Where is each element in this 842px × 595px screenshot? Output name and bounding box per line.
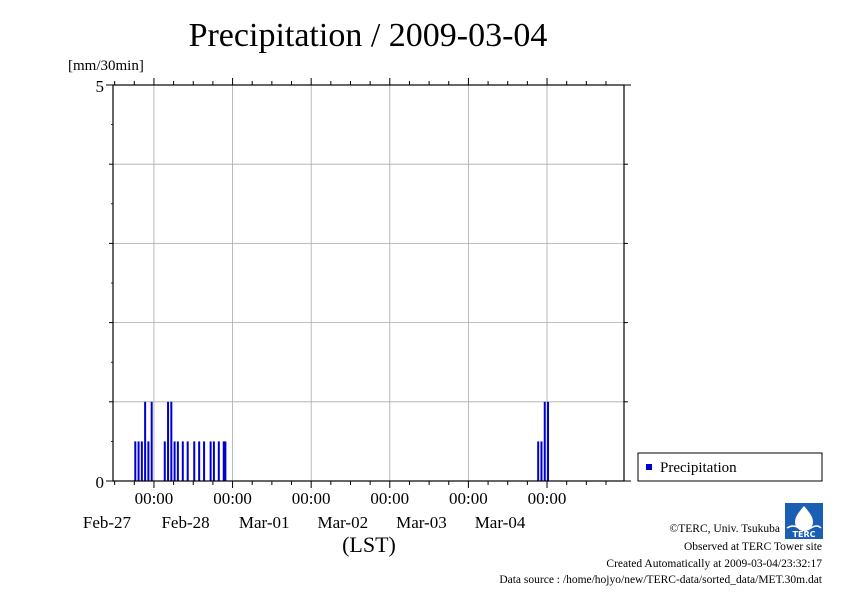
precipitation-bar bbox=[140, 441, 143, 481]
legend-label: Precipitation bbox=[660, 460, 737, 476]
precipitation-bar bbox=[224, 441, 227, 481]
precipitation-bar bbox=[203, 441, 206, 481]
x-tick-label-time: 00:00 bbox=[213, 489, 252, 508]
chart-title: Precipitation / 2009-03-04 bbox=[189, 17, 548, 54]
precipitation-bar bbox=[186, 441, 189, 481]
terc-logo-text: TERC bbox=[793, 530, 816, 539]
precipitation-bar bbox=[144, 401, 147, 481]
water-drop-icon bbox=[795, 506, 813, 531]
precipitation-bar bbox=[137, 441, 140, 481]
precipitation-bar bbox=[150, 401, 153, 481]
y-tick-label-max: 5 bbox=[96, 77, 105, 96]
x-tick-label-date: Mar-04 bbox=[475, 513, 526, 532]
y-axis-label: [mm/30min] bbox=[68, 58, 144, 74]
terc-logo: TERC bbox=[785, 503, 823, 539]
precipitation-bar bbox=[540, 441, 543, 481]
precipitation-bar bbox=[212, 441, 215, 481]
y-tick-label-min: 0 bbox=[96, 473, 105, 492]
x-tick-label-time: 00:00 bbox=[370, 489, 409, 508]
copyright-text: ©TERC, Univ. Tsukuba bbox=[670, 523, 780, 535]
precipitation-bar bbox=[170, 401, 173, 481]
precipitation-bar bbox=[163, 441, 166, 481]
precipitation-bar bbox=[167, 401, 170, 481]
x-tick-label-date: Feb-27 bbox=[83, 513, 132, 532]
x-tick-label-date: Mar-03 bbox=[396, 513, 447, 532]
precipitation-bar bbox=[537, 441, 540, 481]
data-source-text: Data source : /home/hojyo/new/TERC-data/… bbox=[499, 574, 822, 586]
precipitation-bar bbox=[547, 401, 550, 481]
x-tick-label-time: 00:00 bbox=[135, 489, 174, 508]
precipitation-bar bbox=[134, 441, 137, 481]
x-tick-label-time: 00:00 bbox=[449, 489, 488, 508]
wave-icon bbox=[786, 525, 822, 531]
legend: Precipitation bbox=[637, 452, 823, 482]
precipitation-bar bbox=[181, 441, 184, 481]
x-tick-label-date: Mar-02 bbox=[317, 513, 368, 532]
precipitation-bar bbox=[173, 441, 176, 481]
precipitation-bar bbox=[209, 441, 212, 481]
precipitation-bar bbox=[198, 441, 201, 481]
created-text: Created Automatically at 2009-03-04/23:3… bbox=[606, 558, 822, 570]
precipitation-bar bbox=[217, 441, 220, 481]
precipitation-bar bbox=[193, 441, 196, 481]
observed-text: Observed at TERC Tower site bbox=[684, 541, 822, 553]
x-tick-label-time: 00:00 bbox=[292, 489, 331, 508]
x-tick-label-time: 00:00 bbox=[528, 489, 567, 508]
precipitation-bar bbox=[543, 401, 546, 481]
bars bbox=[134, 401, 550, 481]
x-tick-labels: 00:00Feb-2700:00Feb-2800:00Mar-0100:00Ma… bbox=[83, 489, 567, 532]
x-tick-label-date: Feb-28 bbox=[161, 513, 209, 532]
x-tick-label-date: Mar-01 bbox=[239, 513, 290, 532]
precipitation-bar bbox=[176, 441, 179, 481]
axes bbox=[106, 78, 631, 488]
x-axis-label: (LST) bbox=[342, 532, 396, 557]
legend-box bbox=[637, 452, 823, 482]
precipitation-bar bbox=[147, 441, 150, 481]
precipitation-bar bbox=[222, 441, 225, 481]
legend-swatch bbox=[646, 464, 652, 470]
